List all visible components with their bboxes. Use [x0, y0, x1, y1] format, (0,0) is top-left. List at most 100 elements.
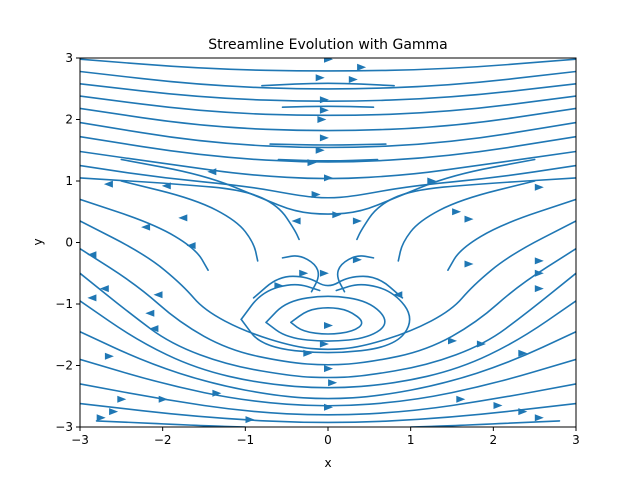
arrowhead-52 — [534, 257, 544, 265]
arrowhead-26 — [104, 352, 114, 360]
y-tick-label: −2 — [55, 359, 73, 373]
arrowhead-34 — [328, 379, 338, 387]
streamline-14 — [80, 198, 209, 271]
arrowhead-57 — [518, 408, 528, 416]
arrowhead-49 — [448, 337, 457, 345]
streamline-5 — [80, 121, 576, 149]
arrowhead-46 — [464, 215, 474, 223]
x-axis-label: x — [324, 456, 331, 470]
arrowhead-33 — [324, 403, 333, 411]
arrowhead-24 — [145, 309, 155, 317]
streamline-29 — [290, 307, 363, 335]
y-tick-label: 0 — [65, 236, 73, 250]
streamline-3 — [80, 95, 576, 117]
arrowhead-45 — [452, 208, 462, 216]
arrowhead-32 — [245, 416, 255, 424]
arrowhead-2 — [315, 74, 325, 82]
streamline-27 — [336, 255, 375, 293]
streamline-9 — [120, 158, 536, 215]
x-tick-label: −3 — [71, 433, 89, 447]
streamline-36 — [277, 158, 379, 162]
arrowhead-51 — [518, 349, 528, 357]
streamline-19 — [80, 300, 576, 389]
streamline-30 — [265, 295, 386, 342]
chart-title: Streamline Evolution with Gamma — [208, 37, 448, 53]
arrowhead-5 — [317, 116, 327, 123]
arrowhead-27 — [117, 395, 127, 403]
streamline-35 — [269, 143, 387, 146]
arrowhead-17 — [178, 214, 188, 222]
streamline-0 — [80, 58, 576, 72]
arrowhead-20 — [87, 251, 97, 259]
arrowhead-16 — [103, 180, 113, 188]
streamline-34 — [281, 105, 375, 108]
arrowhead-7 — [315, 146, 325, 154]
x-tick-label: 1 — [407, 433, 415, 447]
arrowhead-9 — [324, 174, 333, 182]
x-tick-label: −1 — [236, 433, 254, 447]
arrowhead-21 — [99, 285, 109, 293]
streamline-10 — [80, 177, 300, 241]
arrowhead-23 — [153, 291, 163, 299]
streamline-4 — [80, 107, 576, 132]
streamline-28 — [252, 275, 404, 299]
streamline-24 — [95, 420, 247, 427]
streamline-32 — [240, 283, 411, 354]
arrowhead-28 — [109, 408, 119, 416]
arrowhead-18 — [141, 223, 151, 231]
y-tick-label: 1 — [65, 174, 73, 188]
streamline-17 — [80, 247, 576, 366]
arrowhead-56 — [493, 402, 503, 409]
x-tick-label: 0 — [324, 433, 332, 447]
streamline-33 — [261, 82, 395, 87]
streamline-8 — [80, 164, 576, 199]
y-axis-label: y — [31, 238, 45, 245]
arrowhead-13 — [352, 217, 362, 225]
arrowhead-3 — [319, 96, 329, 104]
streamline-2 — [80, 83, 576, 102]
y-tick-label: −3 — [55, 420, 73, 434]
arrowhead-48 — [464, 260, 474, 268]
arrowhead-44 — [427, 177, 437, 185]
streamline-15 — [447, 198, 576, 271]
arrowhead-50 — [476, 340, 486, 348]
arrowhead-22 — [87, 294, 97, 302]
arrowhead-6 — [319, 134, 329, 142]
streamline-22 — [80, 383, 576, 416]
streamline-23 — [80, 402, 576, 424]
arrowhead-58 — [534, 414, 544, 422]
arrowhead-43 — [393, 291, 403, 299]
streamline-12 — [120, 180, 259, 262]
streamline-1 — [80, 70, 576, 90]
arrowhead-40 — [299, 269, 309, 277]
x-tick-label: 3 — [572, 433, 580, 447]
y-axis-ticks: −3 −2 −1 0 1 2 3 — [55, 51, 80, 434]
arrowhead-59 — [348, 76, 358, 83]
streamline-13 — [397, 180, 536, 262]
arrowhead-55 — [456, 395, 466, 403]
streamline-18 — [80, 272, 576, 379]
y-tick-label: 3 — [65, 51, 73, 65]
arrowhead-15 — [161, 182, 171, 190]
arrowhead-29 — [96, 414, 106, 422]
streamline-6 — [80, 135, 576, 163]
arrowhead-54 — [534, 285, 544, 293]
stream-arrows — [87, 58, 544, 424]
arrowhead-10 — [311, 191, 321, 198]
arrowhead-12 — [291, 217, 301, 225]
y-tick-label: −1 — [55, 297, 73, 311]
arrowhead-0 — [324, 58, 333, 63]
arrowhead-14 — [207, 168, 217, 176]
arrowhead-11 — [332, 211, 342, 219]
arrowhead-41 — [319, 269, 329, 277]
arrowhead-53 — [534, 269, 544, 277]
arrowhead-47 — [534, 183, 544, 191]
arrowhead-35 — [324, 365, 333, 373]
x-tick-label: 2 — [490, 433, 498, 447]
streamline-26 — [281, 255, 320, 293]
arrowhead-36 — [303, 349, 313, 357]
streamline-20 — [80, 330, 576, 400]
y-tick-label: 2 — [65, 113, 73, 127]
